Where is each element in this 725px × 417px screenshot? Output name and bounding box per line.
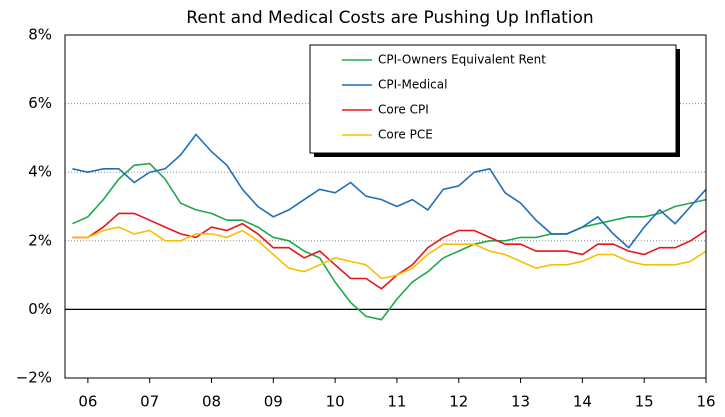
legend-label: Core PCE bbox=[378, 128, 433, 142]
legend-label: CPI-Medical bbox=[378, 78, 447, 92]
series-line bbox=[72, 133, 707, 249]
y-tick-label: 0% bbox=[28, 300, 52, 318]
x-tick-label: 08 bbox=[202, 393, 221, 411]
chart-title: Rent and Medical Costs are Pushing Up In… bbox=[186, 8, 593, 28]
y-tick-label: 2% bbox=[28, 231, 52, 249]
y-tick-label: 4% bbox=[28, 163, 52, 181]
x-tick-label: 11 bbox=[387, 393, 406, 411]
legend-label: CPI-Owners Equivalent Rent bbox=[378, 53, 546, 67]
x-tick-label: 12 bbox=[449, 393, 468, 411]
x-tick-label: 06 bbox=[78, 393, 97, 411]
y-tick-label: 8% bbox=[28, 26, 52, 44]
plot-frame bbox=[64, 34, 707, 379]
x-tick-label: 14 bbox=[573, 393, 592, 411]
series-line bbox=[72, 162, 707, 321]
x-tick-label: 15 bbox=[635, 393, 654, 411]
x-tick-label: 16 bbox=[696, 393, 715, 411]
x-tick-label: 07 bbox=[140, 393, 159, 411]
series-line bbox=[72, 212, 707, 290]
series-line bbox=[72, 226, 707, 280]
x-tick-label: 10 bbox=[326, 393, 345, 411]
y-tick-label: 6% bbox=[28, 94, 52, 112]
y-tick-label: −2% bbox=[16, 369, 52, 387]
legend-label: Core CPI bbox=[378, 103, 429, 117]
x-tick-label: 09 bbox=[264, 393, 283, 411]
x-tick-label: 13 bbox=[511, 393, 530, 411]
